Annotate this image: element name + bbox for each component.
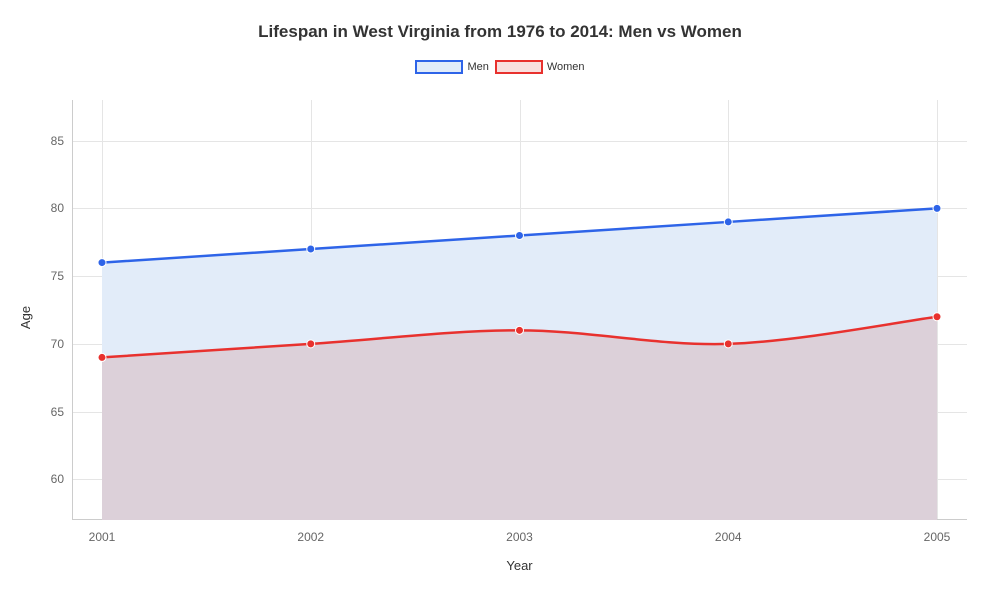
y-tick-label: 80 (42, 201, 64, 215)
y-tick-label: 75 (42, 269, 64, 283)
marker-women[interactable] (307, 340, 315, 348)
chart-title: Lifespan in West Virginia from 1976 to 2… (0, 0, 1000, 42)
chart-legend: Men Women (0, 60, 1000, 74)
legend-item-women[interactable]: Women (495, 60, 585, 74)
y-tick-label: 85 (42, 134, 64, 148)
marker-men[interactable] (307, 245, 315, 253)
marker-women[interactable] (724, 340, 732, 348)
marker-men[interactable] (933, 204, 941, 212)
legend-label-men: Men (467, 61, 488, 73)
x-tick-label: 2003 (506, 530, 533, 544)
plot-area (72, 100, 967, 520)
marker-men[interactable] (516, 231, 524, 239)
x-tick-label: 2005 (924, 530, 951, 544)
legend-item-men[interactable]: Men (415, 60, 488, 74)
y-tick-label: 65 (42, 405, 64, 419)
y-axis-label: Age (18, 306, 33, 329)
x-axis-label: Year (72, 558, 967, 573)
plot-svg (72, 100, 967, 520)
marker-women[interactable] (98, 353, 106, 361)
chart-container: Lifespan in West Virginia from 1976 to 2… (0, 0, 1000, 600)
marker-men[interactable] (724, 218, 732, 226)
legend-label-women: Women (547, 61, 585, 73)
legend-swatch-women (495, 60, 543, 74)
marker-men[interactable] (98, 259, 106, 267)
x-tick-label: 2004 (715, 530, 742, 544)
x-tick-label: 2001 (89, 530, 116, 544)
marker-women[interactable] (933, 313, 941, 321)
legend-swatch-men (415, 60, 463, 74)
y-tick-label: 70 (42, 337, 64, 351)
y-tick-label: 60 (42, 472, 64, 486)
x-tick-label: 2002 (297, 530, 324, 544)
marker-women[interactable] (516, 326, 524, 334)
